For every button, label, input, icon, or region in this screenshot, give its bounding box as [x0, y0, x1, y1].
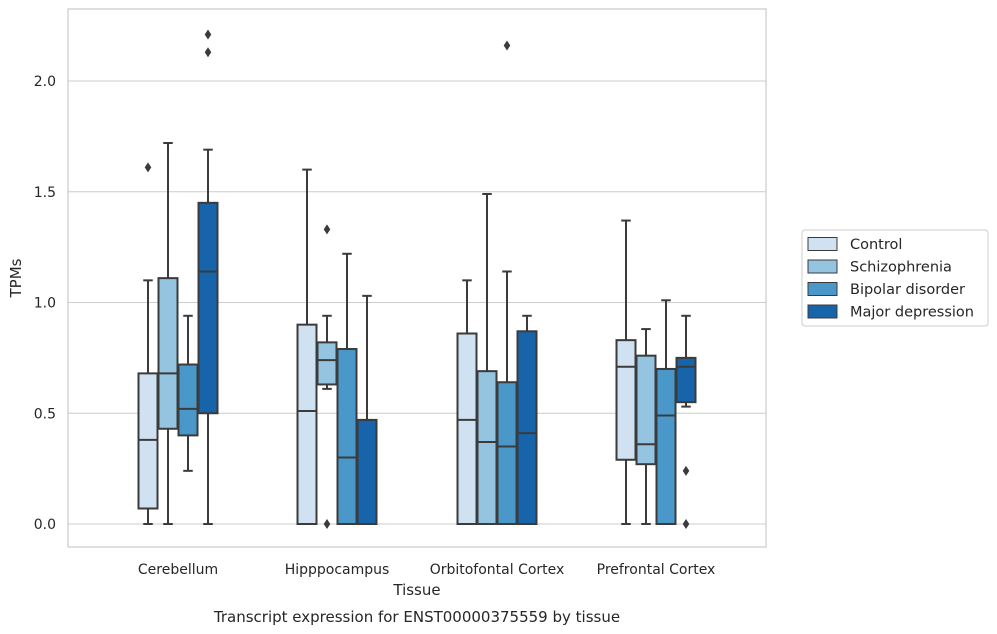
- iqr-box: [476, 370, 498, 526]
- box-element: [655, 299, 677, 526]
- box-element: [615, 219, 637, 525]
- outlier-point: [682, 519, 690, 529]
- box-element: [157, 142, 179, 525]
- series-control: [137, 162, 637, 526]
- iqr-box: [197, 201, 219, 415]
- iqr-box: [655, 367, 677, 526]
- y-tick-label: 0.5: [34, 406, 56, 422]
- legend-item: Major depression: [807, 304, 974, 321]
- y-tick-label: 0.0: [34, 517, 56, 533]
- box-element: [496, 40, 518, 525]
- legend-swatch: [807, 282, 838, 296]
- box-element: [476, 192, 498, 526]
- legend-label: Schizophrenia: [850, 260, 952, 276]
- legend-swatch: [807, 237, 838, 251]
- legend-label: Control: [850, 237, 902, 253]
- iqr-box: [157, 277, 179, 430]
- iqr-box: [635, 354, 657, 466]
- box-element: [456, 279, 478, 526]
- y-tick-label: 1.5: [34, 185, 56, 201]
- x-tick-label: Prefrontal Cortex: [597, 562, 716, 578]
- outlier-point: [204, 47, 212, 58]
- iqr-box: [177, 363, 199, 437]
- legend-item: Schizophrenia: [807, 259, 952, 276]
- legend-frame: [801, 229, 989, 327]
- iqr-box: [336, 348, 358, 526]
- iqr-box: [615, 339, 637, 461]
- x-tick-label: Cerebellum: [138, 562, 218, 578]
- iqr-box: [496, 381, 518, 525]
- box-element: [296, 168, 318, 525]
- box-element: [675, 314, 697, 529]
- plot-area-frame: [67, 8, 767, 548]
- box-element: [356, 294, 378, 525]
- legend-label: Major depression: [850, 305, 974, 321]
- legend-swatch: [807, 259, 838, 274]
- outlier-point: [323, 224, 331, 235]
- series-major-depression: [197, 29, 697, 529]
- iqr-box: [137, 372, 159, 510]
- outlier-point: [503, 40, 511, 51]
- legend: Control Schizophrenia Bipolar disorder Majo…: [801, 229, 989, 327]
- iqr-box: [316, 341, 338, 386]
- x-tick-label: Orbitofontal Cortex: [430, 562, 565, 578]
- outlier-point: [144, 162, 152, 173]
- y-tick-label: 2.0: [34, 74, 56, 90]
- x-axis-title: Tissue: [392, 581, 440, 599]
- outlier-point: [323, 519, 331, 529]
- box-element: [336, 252, 358, 526]
- iqr-box: [516, 330, 538, 526]
- box-element: [197, 29, 219, 525]
- y-axis-ticks: 0.0 0.5 1.0 1.5 2.0: [34, 74, 56, 533]
- outlier-point: [204, 29, 212, 40]
- legend-item: Control: [807, 237, 902, 253]
- legend-item: Bipolar disorder: [807, 282, 965, 298]
- iqr-box: [356, 418, 378, 525]
- box-element: [137, 162, 159, 525]
- series-schizophrenia: [157, 142, 657, 529]
- box-element: [635, 328, 657, 525]
- iqr-box: [456, 332, 478, 526]
- legend-swatch: [807, 304, 838, 319]
- chart-caption: Transcript expression for ENST0000037555…: [213, 608, 620, 626]
- iqr-box: [675, 356, 697, 404]
- x-axis-ticks: Cerebellum Hipppocampus Orbitofontal Corte…: [138, 562, 715, 578]
- box-element: [516, 314, 538, 526]
- box-series: [137, 29, 697, 529]
- box-element: [177, 314, 199, 472]
- series-bipolar-disorder: [177, 40, 677, 526]
- box-element: [316, 224, 338, 529]
- y-tick-label: 1.0: [34, 296, 56, 312]
- x-tick-label: Hipppocampus: [285, 562, 390, 578]
- y-axis-title: TPMs: [7, 258, 25, 298]
- iqr-box: [296, 323, 318, 525]
- legend-label: Bipolar disorder: [850, 282, 965, 298]
- outlier-point: [682, 465, 690, 476]
